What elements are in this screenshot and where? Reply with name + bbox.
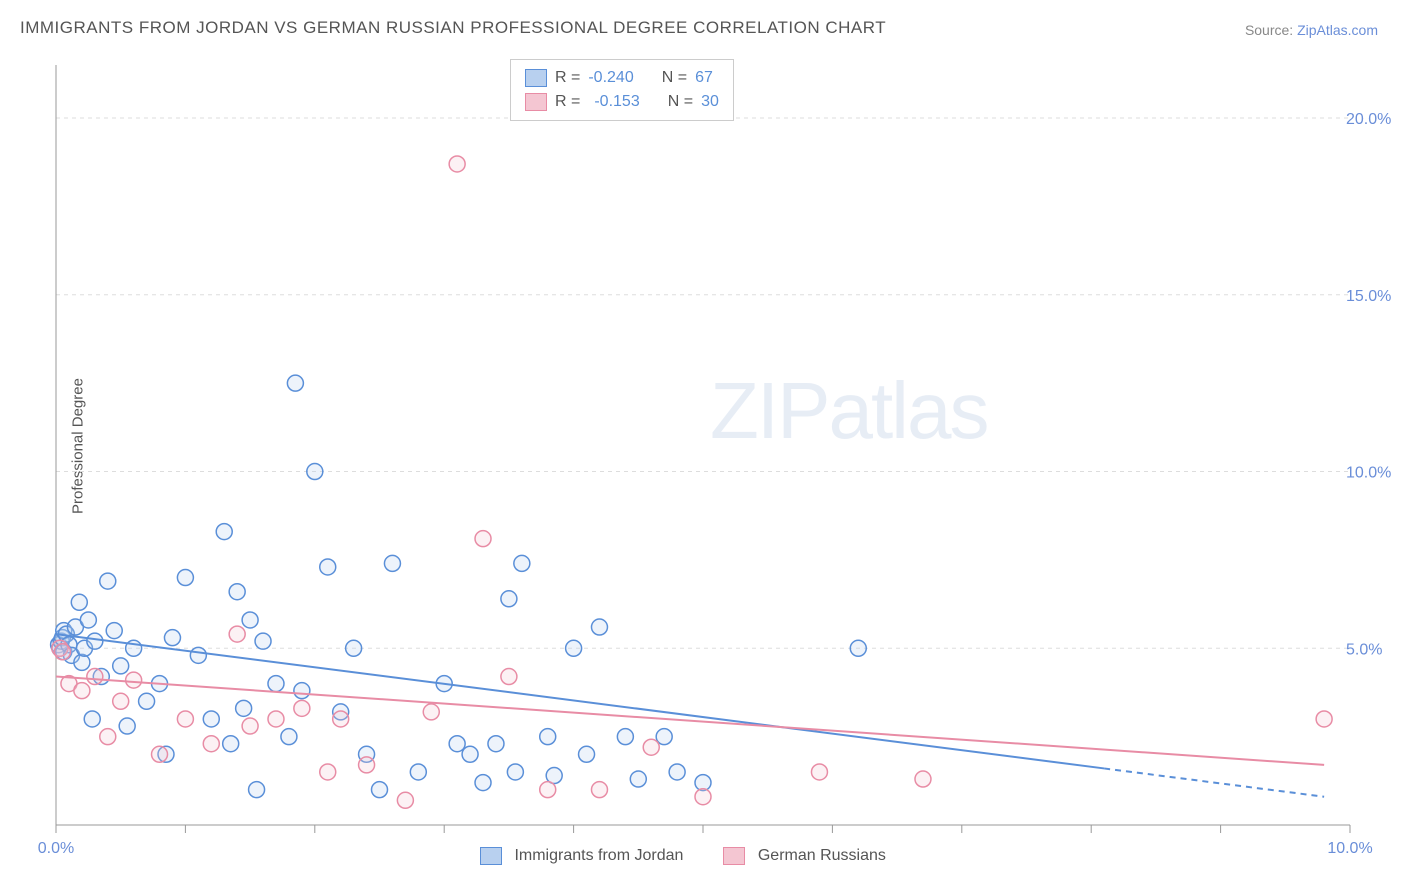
- r-value: -0.240: [588, 69, 633, 87]
- svg-text:15.0%: 15.0%: [1346, 288, 1391, 305]
- chart-svg: 5.0%10.0%15.0%20.0%0.0%10.0%: [50, 55, 1360, 855]
- n-value: 67: [695, 69, 713, 87]
- source-link[interactable]: ZipAtlas.com: [1297, 22, 1378, 38]
- series-legend: Immigrants from Jordan German Russians: [480, 847, 886, 865]
- source-label: Source:: [1245, 22, 1293, 38]
- chart-area: 5.0%10.0%15.0%20.0%0.0%10.0% ZIPatlas R …: [50, 55, 1360, 825]
- chart-title: IMMIGRANTS FROM JORDAN VS GERMAN RUSSIAN…: [20, 18, 886, 38]
- legend-swatch-pink: [723, 847, 745, 865]
- svg-text:20.0%: 20.0%: [1346, 111, 1391, 128]
- svg-text:0.0%: 0.0%: [38, 840, 74, 857]
- legend-swatch-blue: [480, 847, 502, 865]
- svg-text:5.0%: 5.0%: [1346, 641, 1382, 658]
- correlation-legend: R = -0.240 N = 67 R = -0.153 N = 30: [510, 59, 734, 121]
- legend-item: Immigrants from Jordan: [480, 847, 683, 865]
- source-attribution: Source: ZipAtlas.com: [1245, 22, 1378, 38]
- n-value: 30: [701, 93, 719, 111]
- svg-text:10.0%: 10.0%: [1346, 465, 1391, 482]
- svg-text:10.0%: 10.0%: [1327, 840, 1372, 857]
- r-label: R =: [555, 69, 580, 87]
- legend-label: Immigrants from Jordan: [514, 847, 683, 864]
- legend-swatch-pink: [525, 93, 547, 111]
- n-label: N =: [668, 93, 693, 111]
- legend-row: R = -0.153 N = 30: [525, 90, 719, 114]
- legend-item: German Russians: [723, 847, 886, 865]
- legend-label: German Russians: [758, 847, 886, 864]
- r-value: -0.153: [588, 93, 639, 111]
- n-label: N =: [662, 69, 687, 87]
- legend-swatch-blue: [525, 69, 547, 87]
- r-label: R =: [555, 93, 580, 111]
- legend-row: R = -0.240 N = 67: [525, 66, 719, 90]
